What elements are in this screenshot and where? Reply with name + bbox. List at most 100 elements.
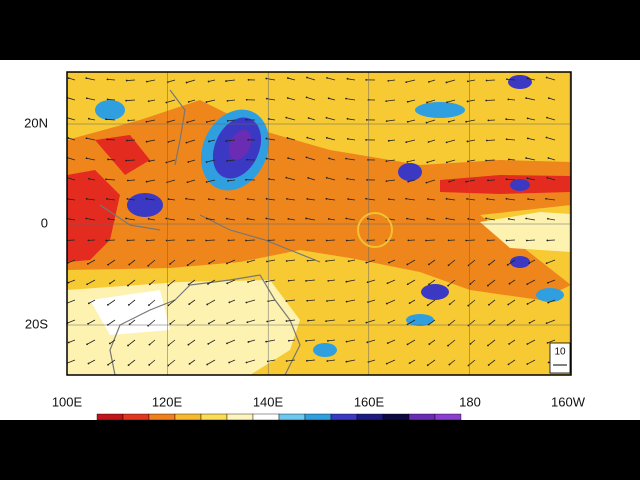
wind-arrow-head bbox=[86, 343, 88, 346]
wind-arrow-head bbox=[247, 341, 250, 343]
wind-arrow bbox=[508, 359, 516, 365]
wind-arrow-head bbox=[286, 77, 289, 79]
wind-arrow-head bbox=[227, 239, 230, 242]
wind-arrow bbox=[106, 178, 116, 181]
wind-arrow bbox=[229, 299, 236, 303]
wind-arrow-head bbox=[488, 303, 490, 306]
wind-arrow bbox=[207, 299, 216, 305]
wind-arrow bbox=[306, 359, 316, 362]
wind-arrow bbox=[447, 279, 456, 286]
map-frame bbox=[66, 71, 572, 376]
wind-arrow bbox=[226, 79, 236, 82]
wind-arrow bbox=[307, 259, 316, 262]
wind-arrow-head bbox=[126, 139, 128, 142]
wind-arrow-head bbox=[265, 137, 268, 140]
wind-arrow-head bbox=[507, 158, 510, 161]
wind-arrow bbox=[288, 339, 296, 342]
wind-arrow bbox=[326, 177, 336, 181]
wind-arrow bbox=[208, 79, 216, 82]
wind-arrow-head bbox=[428, 283, 430, 286]
wind-arrow-head bbox=[425, 239, 427, 242]
wind-arrow-head bbox=[465, 180, 468, 183]
wind-arrow bbox=[188, 99, 196, 103]
wind-arrow bbox=[126, 139, 136, 141]
wind-arrow bbox=[446, 99, 456, 103]
wind-arrow bbox=[548, 97, 556, 101]
wind-arrow bbox=[126, 99, 136, 102]
wind-arrow bbox=[386, 359, 396, 364]
wind-arrow-head bbox=[285, 300, 288, 302]
wind-arrow-head bbox=[346, 137, 349, 140]
wind-arrow bbox=[529, 259, 536, 264]
wind-arrow bbox=[146, 179, 156, 183]
wind-arrow-head bbox=[406, 120, 409, 123]
wind-arrow-head bbox=[126, 239, 129, 242]
wind-arrow-head bbox=[148, 304, 150, 307]
wind-arrow-head bbox=[307, 319, 309, 322]
wind-arrow-head bbox=[545, 76, 548, 79]
wind-arrow-head bbox=[105, 118, 107, 121]
wind-arrow-head bbox=[486, 198, 489, 200]
wind-arrow-head bbox=[85, 77, 88, 80]
wind-arrow-head bbox=[187, 283, 190, 286]
wind-arrow bbox=[68, 77, 76, 81]
wind-arrow bbox=[468, 259, 476, 266]
wind-arrow bbox=[167, 279, 176, 286]
wind-arrow bbox=[487, 339, 496, 346]
wind-arrow-head bbox=[265, 217, 268, 220]
wind-arrow-head bbox=[345, 97, 348, 100]
wind-arrow bbox=[508, 339, 516, 345]
wind-arrow-head bbox=[406, 343, 409, 346]
wind-arrow bbox=[67, 97, 76, 101]
wind-arrow bbox=[228, 179, 236, 182]
wind-arrow bbox=[446, 159, 456, 163]
wind-arrow bbox=[246, 299, 256, 303]
wind-arrow-head bbox=[125, 79, 128, 82]
wind-arrow-head bbox=[128, 263, 131, 266]
wind-arrow bbox=[488, 259, 496, 265]
wind-arrow bbox=[427, 159, 436, 163]
wind-arrow-head bbox=[365, 197, 368, 200]
wind-arrow-head bbox=[526, 303, 529, 305]
wind-arrow-head bbox=[406, 100, 409, 103]
blob bbox=[508, 75, 532, 89]
wind-arrow-head bbox=[167, 304, 170, 307]
wind-arrow bbox=[488, 359, 496, 366]
lat-label: 0 bbox=[41, 215, 48, 230]
colorbar-swatch bbox=[252, 413, 280, 421]
wind-arrow bbox=[87, 319, 96, 325]
wind-arrow-head bbox=[526, 77, 529, 80]
wind-arrow bbox=[346, 299, 356, 303]
wind-arrow-head bbox=[226, 282, 229, 285]
wind-arrow bbox=[67, 299, 76, 304]
wind-arrow bbox=[208, 339, 216, 345]
wind-arrow-head bbox=[508, 282, 511, 285]
wind-arrow-head bbox=[545, 322, 548, 325]
wind-arrow bbox=[527, 177, 536, 181]
wind-arrow bbox=[447, 339, 456, 346]
wind-arrow-head bbox=[228, 361, 231, 364]
wind-arrow bbox=[346, 339, 356, 343]
wind-arrow bbox=[67, 259, 76, 264]
wind-arrow-head bbox=[426, 217, 429, 220]
wind-arrow-head bbox=[487, 179, 489, 182]
wind-arrow-head bbox=[306, 239, 309, 242]
wind-arrow-head bbox=[205, 239, 208, 242]
wind-arrow-head bbox=[267, 239, 270, 242]
wind-arrow bbox=[149, 339, 156, 345]
wind-arrow bbox=[386, 159, 396, 162]
wind-arrow-head bbox=[469, 342, 472, 345]
wind-arrow bbox=[247, 259, 256, 263]
wind-arrow-head bbox=[286, 137, 289, 139]
wind-arrow bbox=[347, 78, 356, 81]
wind-arrow bbox=[167, 179, 176, 183]
wind-arrow bbox=[268, 118, 276, 121]
wind-arrow bbox=[86, 339, 96, 345]
wind-arrow bbox=[88, 118, 96, 121]
wind-arrow bbox=[527, 299, 536, 305]
wind-arrow bbox=[149, 159, 156, 162]
wind-arrow bbox=[409, 359, 416, 364]
wind-arrow bbox=[348, 259, 356, 262]
wind-arrow-head bbox=[387, 321, 390, 324]
colorbar-swatch bbox=[96, 413, 124, 421]
